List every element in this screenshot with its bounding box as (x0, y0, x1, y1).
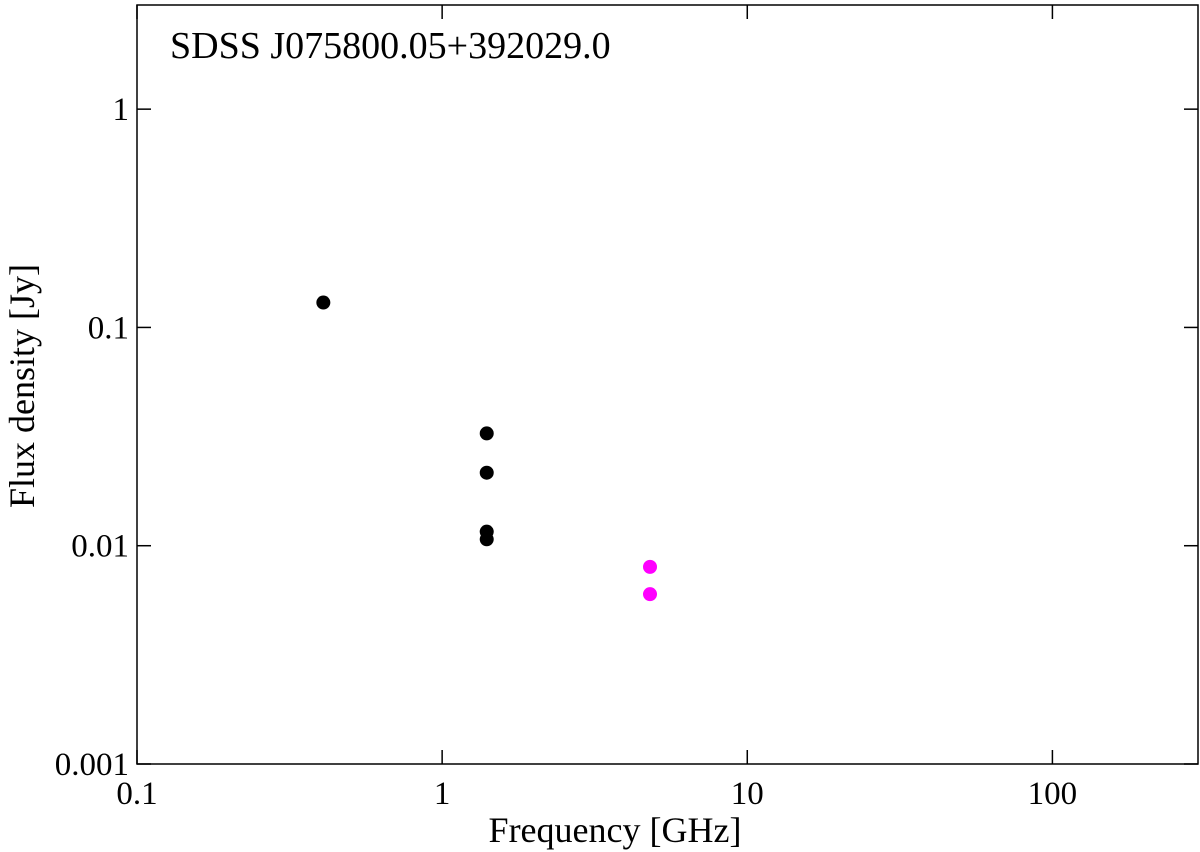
x-tick-label: 10 (731, 776, 764, 812)
point (643, 587, 658, 602)
x-tick-label: 1 (434, 776, 451, 812)
y-tick-label: 0.1 (88, 310, 129, 346)
x-axis-label: Frequency [GHz] (489, 810, 742, 850)
x-tick-label: 100 (1028, 776, 1078, 812)
point (479, 426, 494, 441)
y-axis-label: Flux density [Jy] (2, 264, 42, 508)
point (643, 559, 658, 574)
plot-frame (136, 4, 1199, 765)
point (479, 532, 494, 547)
y-tick-label: 0.01 (71, 529, 129, 565)
x-tick-label: 0.1 (116, 776, 157, 812)
y-tick-label: 1 (113, 92, 130, 128)
point (316, 295, 331, 310)
point (479, 465, 494, 480)
y-tick-label: 0.001 (55, 747, 129, 783)
chart-title: SDSS J075800.05+392029.0 (170, 25, 611, 67)
